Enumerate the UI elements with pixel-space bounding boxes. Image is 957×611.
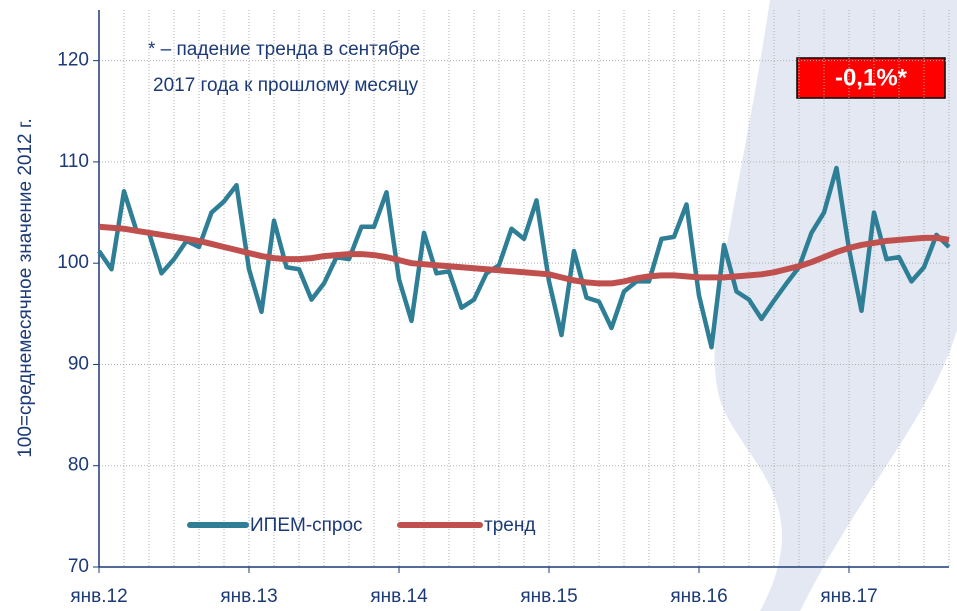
series-line — [98, 223, 950, 287]
x-tick-label: янв.13 — [220, 586, 277, 607]
annotation: * – падение тренда в сентябре — [148, 39, 420, 60]
annotation: 2017 года к прошлому месяцу — [153, 75, 419, 96]
legend-label: тренд — [484, 515, 535, 536]
badge-box — [796, 57, 946, 99]
y-tick-label: 80 — [68, 455, 89, 476]
y-tick-label: 70 — [68, 556, 89, 577]
y-tick-label: 90 — [68, 353, 89, 374]
legend-label: ИПЕМ-спрос — [250, 515, 363, 536]
badge: -0,1%* — [835, 64, 908, 91]
series-line — [97, 165, 951, 350]
x-tick-label: янв.12 — [70, 586, 127, 607]
y-axis-label: 100=среднемесячное значение 2012 г. — [15, 118, 36, 458]
x-tick-label: янв.15 — [520, 586, 577, 607]
y-tick-label: 110 — [59, 151, 89, 172]
x-tick-label: янв.16 — [670, 586, 727, 607]
y-tick-label: 100 — [57, 252, 89, 273]
x-tick-label: янв.17 — [820, 586, 877, 607]
background-swoosh — [714, 0, 957, 611]
y-tick-label: 120 — [57, 50, 89, 71]
x-tick-label: янв.14 — [370, 586, 428, 607]
